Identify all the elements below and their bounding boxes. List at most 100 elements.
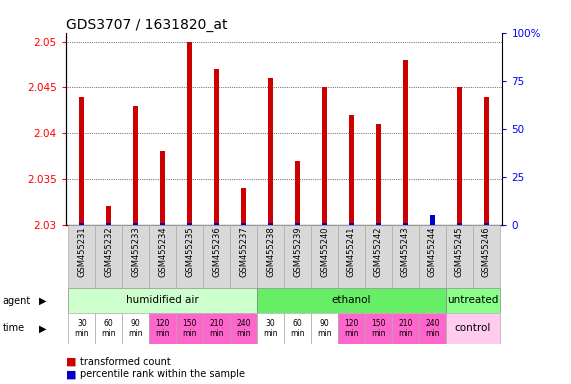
Bar	[392, 313, 419, 344]
Text: GSM455246: GSM455246	[482, 227, 491, 277]
Bar	[230, 225, 257, 288]
Bar	[284, 313, 311, 344]
Text: ■: ■	[66, 369, 76, 379]
Text: 150
min: 150 min	[183, 319, 197, 338]
Text: GSM455232: GSM455232	[104, 227, 113, 277]
Bar	[473, 225, 500, 288]
Bar	[457, 88, 462, 225]
Bar	[203, 313, 230, 344]
Bar	[311, 225, 338, 288]
Text: GSM455238: GSM455238	[266, 227, 275, 277]
Text: 30
min: 30 min	[75, 319, 89, 338]
Bar	[268, 78, 273, 225]
Bar	[376, 223, 381, 225]
Bar	[257, 288, 446, 313]
Text: GSM455243: GSM455243	[401, 227, 410, 277]
Bar	[241, 188, 246, 225]
Text: GSM455236: GSM455236	[212, 227, 221, 277]
Bar	[338, 313, 365, 344]
Bar	[134, 106, 138, 225]
Bar	[149, 225, 176, 288]
Bar	[365, 225, 392, 288]
Bar	[214, 69, 219, 225]
Bar	[257, 225, 284, 288]
Text: GSM455234: GSM455234	[158, 227, 167, 277]
Bar	[446, 313, 500, 344]
Bar	[430, 215, 435, 225]
Text: 120
min: 120 min	[344, 319, 359, 338]
Text: GSM455245: GSM455245	[455, 227, 464, 277]
Text: ▶: ▶	[39, 296, 46, 306]
Bar	[69, 313, 95, 344]
Bar	[203, 225, 230, 288]
Bar	[106, 223, 111, 225]
Text: GSM455240: GSM455240	[320, 227, 329, 277]
Bar	[392, 225, 419, 288]
Bar	[457, 223, 462, 225]
Bar	[446, 225, 473, 288]
Bar	[241, 223, 246, 225]
Bar	[187, 223, 192, 225]
Bar	[403, 60, 408, 225]
Text: percentile rank within the sample: percentile rank within the sample	[80, 369, 245, 379]
Bar	[268, 223, 273, 225]
Bar	[295, 223, 300, 225]
Text: 240
min: 240 min	[425, 319, 440, 338]
Text: GSM455237: GSM455237	[239, 227, 248, 277]
Text: untreated: untreated	[447, 295, 498, 306]
Text: 60
min: 60 min	[290, 319, 305, 338]
Bar	[134, 223, 138, 225]
Text: 240
min: 240 min	[236, 319, 251, 338]
Text: 120
min: 120 min	[155, 319, 170, 338]
Bar	[349, 115, 354, 225]
Text: 90
min: 90 min	[317, 319, 332, 338]
Text: 150
min: 150 min	[371, 319, 385, 338]
Bar	[176, 313, 203, 344]
Bar	[419, 225, 446, 288]
Bar	[322, 88, 327, 225]
Bar	[106, 206, 111, 225]
Bar	[311, 313, 338, 344]
Bar	[446, 288, 500, 313]
Text: GSM455231: GSM455231	[77, 227, 86, 277]
Text: 30
min: 30 min	[263, 319, 278, 338]
Text: GSM455233: GSM455233	[131, 227, 140, 277]
Text: control: control	[455, 323, 491, 333]
Text: GSM455239: GSM455239	[293, 227, 302, 277]
Bar	[484, 97, 489, 225]
Bar	[322, 223, 327, 225]
Text: ethanol: ethanol	[332, 295, 371, 306]
Bar	[79, 97, 85, 225]
Text: time: time	[3, 323, 25, 333]
Bar	[403, 223, 408, 225]
Bar	[365, 313, 392, 344]
Bar	[160, 223, 165, 225]
Text: 90
min: 90 min	[128, 319, 143, 338]
Text: transformed count: transformed count	[80, 357, 171, 367]
Bar	[484, 223, 489, 225]
Bar	[349, 223, 354, 225]
Bar	[149, 313, 176, 344]
Bar	[160, 152, 165, 225]
Text: 60
min: 60 min	[102, 319, 116, 338]
Text: GSM455242: GSM455242	[374, 227, 383, 277]
Text: 210
min: 210 min	[398, 319, 413, 338]
Bar	[69, 225, 95, 288]
Bar	[230, 313, 257, 344]
Text: ■: ■	[66, 357, 76, 367]
Bar	[430, 215, 435, 225]
Bar	[338, 225, 365, 288]
Text: GSM455235: GSM455235	[185, 227, 194, 277]
Text: humidified air: humidified air	[126, 295, 199, 306]
Bar	[376, 124, 381, 225]
Bar	[419, 313, 446, 344]
Bar	[122, 225, 149, 288]
Text: GSM455244: GSM455244	[428, 227, 437, 277]
Bar	[295, 161, 300, 225]
Text: agent: agent	[3, 296, 31, 306]
Bar	[176, 225, 203, 288]
Bar	[95, 313, 122, 344]
Bar	[257, 313, 284, 344]
Bar	[284, 225, 311, 288]
Text: GSM455241: GSM455241	[347, 227, 356, 277]
